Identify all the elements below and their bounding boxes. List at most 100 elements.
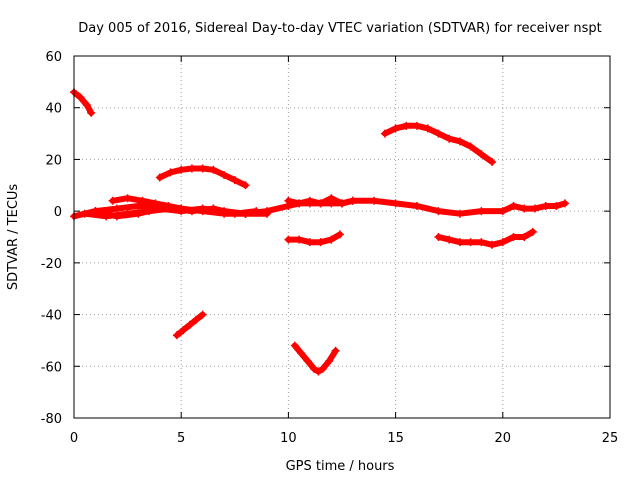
- data-point: [138, 196, 147, 205]
- y-tick-label: -20: [41, 257, 62, 272]
- series-arc-late-negative: [435, 228, 536, 248]
- data-point: [434, 233, 443, 241]
- data-point: [560, 199, 569, 208]
- data-point: [552, 201, 561, 210]
- data-point: [520, 233, 529, 241]
- data-point: [509, 233, 518, 241]
- data-point: [466, 238, 475, 247]
- data-point: [76, 93, 85, 102]
- data-point: [305, 238, 314, 247]
- y-tick-label: 40: [45, 102, 62, 117]
- data-point: [198, 310, 207, 319]
- data-point: [179, 326, 188, 335]
- data-point: [530, 204, 539, 213]
- data-point: [209, 165, 218, 174]
- plot-area: 0 5 10 15 20 25 -80 -60 -40 -20 0 20 40 60: [41, 50, 619, 446]
- data-point: [262, 207, 271, 216]
- data-point: [520, 204, 529, 213]
- data-point: [177, 165, 186, 174]
- data-point: [370, 196, 379, 205]
- data-point: [327, 235, 336, 244]
- x-tick-label: 15: [387, 431, 404, 446]
- data-point: [331, 346, 340, 355]
- data-point: [314, 367, 323, 376]
- data-point: [220, 170, 229, 179]
- y-tick-label: 60: [45, 50, 62, 65]
- data-point: [284, 196, 293, 205]
- data-point: [303, 357, 312, 366]
- data-point: [241, 209, 250, 218]
- data-point: [498, 238, 507, 247]
- x-tick-label: 20: [495, 431, 512, 446]
- data-point: [305, 196, 314, 205]
- x-axis-title: GPS time / hours: [286, 459, 395, 474]
- plot-frame: [73, 55, 611, 419]
- data-point: [220, 207, 229, 216]
- data-point: [455, 238, 464, 247]
- data-point: [230, 176, 239, 185]
- data-point: [187, 164, 196, 173]
- data-point: [198, 204, 207, 213]
- data-point: [112, 212, 121, 221]
- data-point: [498, 207, 507, 216]
- data-point: [325, 357, 334, 366]
- data-point: [192, 315, 201, 324]
- data-point: [82, 101, 91, 110]
- data-point: [413, 121, 422, 130]
- y-tick-label: -80: [41, 412, 62, 427]
- data-point: [164, 201, 173, 210]
- y-tick-label: -40: [41, 309, 62, 324]
- x-tick-label: 5: [177, 431, 185, 446]
- data-point: [380, 129, 389, 138]
- data-point: [509, 201, 518, 210]
- data-point: [87, 108, 96, 117]
- data-point: [455, 209, 464, 218]
- data-point: [434, 207, 443, 216]
- data-point: [112, 204, 121, 213]
- data-point: [413, 201, 422, 210]
- data-point: [445, 235, 454, 244]
- data-point: [80, 209, 89, 218]
- data-point: [166, 168, 175, 177]
- x-tick-label: 10: [280, 431, 297, 446]
- data-point: [297, 349, 306, 358]
- data-point: [151, 199, 160, 208]
- data-point: [198, 164, 207, 173]
- data-point: [290, 341, 299, 350]
- data-point: [423, 124, 432, 133]
- data-point: [477, 238, 486, 247]
- series-arc-trough: [291, 342, 339, 375]
- data-point: [488, 158, 497, 167]
- data-point: [477, 207, 486, 216]
- x-tick-label: 0: [70, 431, 78, 446]
- y-tick-label: -60: [41, 360, 62, 375]
- data-point: [123, 194, 132, 203]
- data-point: [477, 150, 486, 159]
- data-point: [318, 364, 327, 373]
- data-point: [91, 207, 100, 216]
- data-point: [177, 204, 186, 213]
- data-point: [402, 121, 411, 130]
- series-arc-mid-negative: [285, 231, 343, 246]
- data-point: [185, 320, 194, 329]
- data-point: [391, 199, 400, 208]
- data-point: [284, 235, 293, 244]
- data-point: [155, 173, 164, 182]
- data-point: [434, 129, 443, 138]
- y-tick-label: 20: [45, 153, 62, 168]
- y-tick-label: 0: [54, 205, 62, 220]
- data-point: [172, 331, 181, 340]
- data-point: [391, 124, 400, 133]
- data-point: [338, 199, 346, 208]
- data-point: [316, 199, 325, 208]
- data-point: [528, 227, 537, 236]
- data-point: [134, 209, 143, 218]
- series-arc-early-descent: [71, 89, 95, 116]
- data-point: [108, 196, 117, 205]
- data-point: [316, 238, 325, 247]
- data-point: [310, 364, 319, 373]
- data-point: [327, 194, 336, 203]
- data-point: [466, 142, 475, 151]
- data-point: [541, 201, 550, 210]
- data-point: [445, 134, 454, 143]
